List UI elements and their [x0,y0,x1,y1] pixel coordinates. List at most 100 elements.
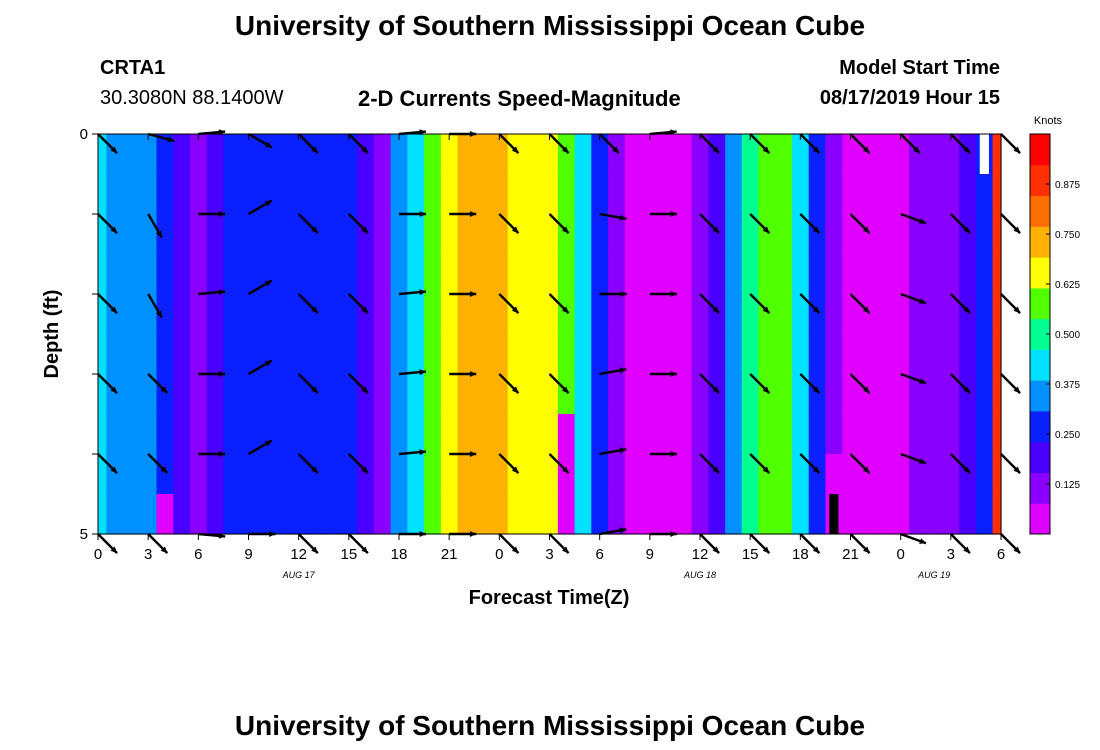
speed-cell [223,134,241,175]
speed-cell [156,294,174,335]
speed-cell [925,494,944,535]
current-vector [297,533,319,554]
vector-head [919,378,926,384]
speed-cell [373,254,392,295]
vector-head [361,386,368,394]
speed-cell [173,374,191,415]
speed-cell [273,494,291,535]
speed-cell [106,334,124,375]
speed-cell [858,254,877,295]
speed-cell [173,414,191,455]
speed-cell [407,214,425,255]
speed-cell [808,374,827,415]
vector-head [110,146,118,154]
current-vector [949,213,971,234]
speed-cell [173,134,191,175]
speed-cell [206,294,225,335]
speed-cell [507,134,526,175]
speed-cell [775,214,793,255]
x-tick-label: 21 [842,546,859,563]
speed-cell [541,254,559,295]
speed-cell [574,494,592,535]
speed-cell [139,414,158,455]
speed-cell [156,134,174,175]
speed-cell [223,254,241,295]
vector-head [620,291,627,297]
speed-cell [925,374,944,415]
speed-cell [674,294,693,335]
colorbar-segment [1030,349,1050,381]
vector-head [712,546,720,554]
speed-cell [189,254,208,295]
x-tick-label: 12 [692,546,709,563]
speed-cell [323,254,342,295]
speed-cell [791,134,810,175]
speed-cell [825,374,843,415]
speed-cell [424,294,442,335]
speed-cell [791,414,810,455]
speed-cell [708,254,726,295]
speed-cell [975,294,994,335]
speed-cell [925,414,944,455]
current-vector [799,293,821,314]
speed-cell [674,214,693,255]
speed-cell [206,374,225,415]
speed-cell [825,214,843,255]
speed-cell [892,334,910,375]
current-vector [97,133,118,154]
speed-cell [741,334,760,375]
speed-cell [106,294,124,335]
speed-cell [407,334,425,375]
current-vector [849,213,871,234]
current-vector [699,373,720,394]
speed-cell [123,414,141,455]
speed-cell [340,294,358,335]
speed-cell [541,334,559,375]
current-vector [749,213,771,234]
speed-cell [507,294,526,335]
y-axis-title: Depth (ft) [41,290,63,379]
current-vector [849,533,871,554]
speed-cell [658,494,676,535]
speed-cell [290,294,308,335]
vector-head [712,146,720,154]
current-vector [699,213,720,234]
speed-cell [909,134,927,175]
speed-cell [725,334,743,375]
speed-cell [290,134,308,175]
speed-cell [708,214,726,255]
colorbar-label: Knots [1034,115,1063,127]
current-vector [297,373,319,394]
speed-cell [909,414,927,455]
speed-cell [240,454,258,495]
missing-data-cell [829,494,839,534]
vector-head [511,386,519,394]
current-vector [247,132,273,149]
speed-cell [808,414,827,455]
speed-cell [240,334,258,375]
speed-cell [624,174,643,215]
speed-cell [992,214,1002,255]
speed-cell [758,254,776,295]
speed-cell [123,494,141,535]
vector-head [311,306,318,314]
speed-cell [457,174,475,215]
current-vector [399,211,426,217]
speed-cell [741,174,760,215]
current-vector [799,213,821,234]
speed-cell [842,294,860,335]
colorbar-segment [1030,226,1050,258]
speed-cell [858,334,877,375]
speed-cell [959,254,977,295]
current-vector [699,453,720,474]
speed-cell [139,174,158,215]
speed-cell [98,214,107,255]
speed-cell [156,214,174,255]
vector-head [361,146,368,154]
vector-head [913,146,920,154]
vector-head [419,211,426,217]
speed-cell [658,414,676,455]
speed-cell [959,454,977,495]
speed-cell [240,134,258,175]
speed-cell [440,174,459,215]
